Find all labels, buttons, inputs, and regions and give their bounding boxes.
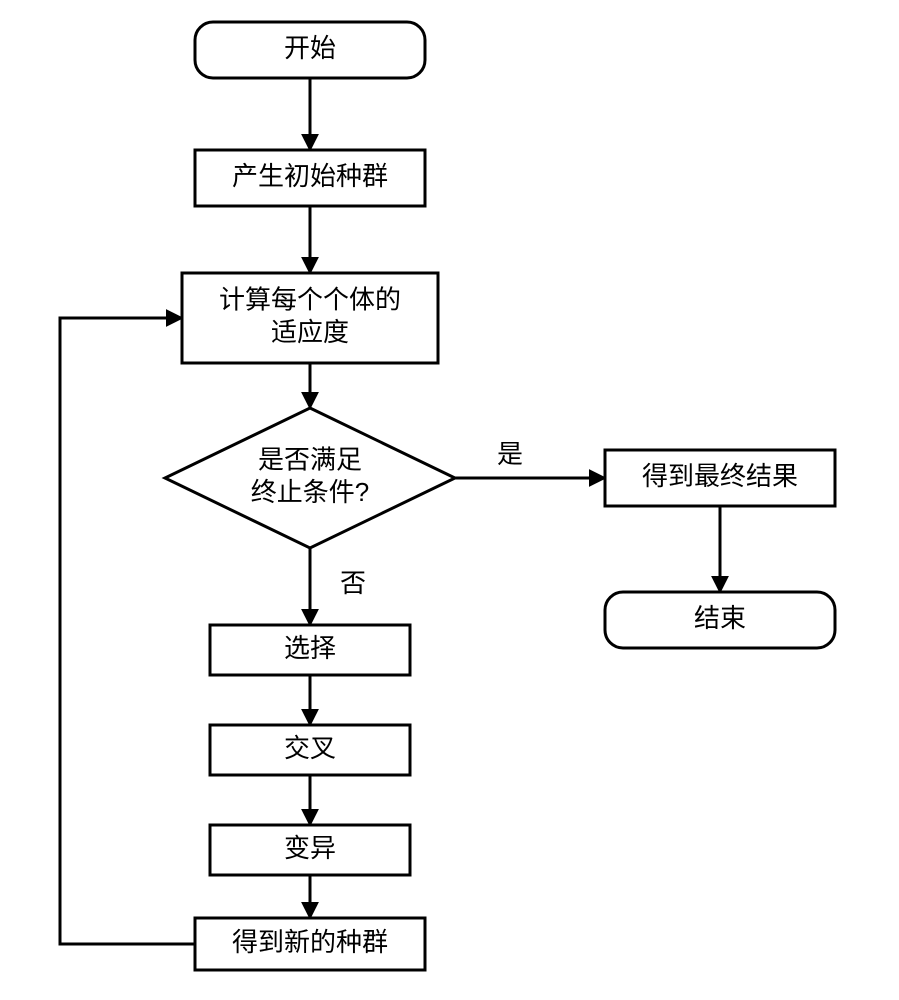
node-mutate: 变异 <box>210 825 410 875</box>
edge-label-decision-select: 否 <box>340 568 366 598</box>
nodes-group: 开始产生初始种群计算每个个体的适应度是否满足终止条件?选择交叉变异得到新的种群得… <box>165 22 835 970</box>
node-init: 产生初始种群 <box>195 150 425 206</box>
node-end: 结束 <box>605 592 835 648</box>
node-select: 选择 <box>210 625 410 675</box>
node-label-fitness-1: 适应度 <box>271 317 349 347</box>
node-label-result: 得到最终结果 <box>642 461 798 491</box>
node-label-decision-1: 终止条件? <box>251 477 369 507</box>
node-decision: 是否满足终止条件? <box>165 408 455 548</box>
node-label-init: 产生初始种群 <box>232 161 388 191</box>
node-cross: 交叉 <box>210 725 410 775</box>
flowchart-canvas: 否是开始产生初始种群计算每个个体的适应度是否满足终止条件?选择交叉变异得到新的种… <box>0 0 899 1000</box>
edge-newpop-fitness <box>60 318 195 944</box>
node-label-fitness-0: 计算每个个体的 <box>219 285 401 315</box>
node-label-cross: 交叉 <box>284 733 336 763</box>
node-label-mutate: 变异 <box>284 833 336 863</box>
node-fitness: 计算每个个体的适应度 <box>182 273 438 363</box>
node-label-decision-0: 是否满足 <box>258 445 362 475</box>
node-label-select: 选择 <box>284 633 336 663</box>
node-newpop: 得到新的种群 <box>195 918 425 970</box>
edge-label-decision-result: 是 <box>497 439 523 469</box>
node-result: 得到最终结果 <box>605 450 835 506</box>
node-start: 开始 <box>195 22 425 78</box>
node-label-newpop: 得到新的种群 <box>232 927 388 957</box>
node-label-start: 开始 <box>284 33 336 63</box>
node-label-end: 结束 <box>694 603 746 633</box>
